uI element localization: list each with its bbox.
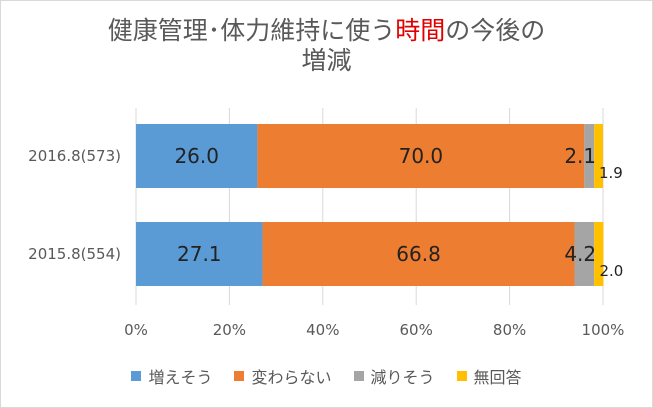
legend-label: 変わらない bbox=[251, 368, 332, 387]
title-text-1: 健康管理･体力維持に使う bbox=[107, 16, 396, 45]
legend-item-increase: 増えそう bbox=[131, 364, 212, 388]
data-label: 1.9 bbox=[599, 164, 623, 182]
title-text-3: 増減 bbox=[301, 46, 352, 75]
x-tick-label: 60% bbox=[400, 321, 433, 339]
data-label: 4.2 bbox=[564, 242, 596, 266]
category-label: 2016.8(573) bbox=[28, 147, 121, 165]
legend-item-unchanged: 変わらない bbox=[234, 364, 332, 388]
bar-segment bbox=[584, 124, 595, 188]
legend-swatch bbox=[353, 371, 364, 381]
data-label: 66.8 bbox=[396, 242, 441, 266]
data-label: 70.0 bbox=[399, 144, 444, 168]
chart-title: 健康管理･体力維持に使う時間の今後の 増減 bbox=[0, 16, 653, 76]
bar-segment bbox=[594, 222, 604, 286]
x-tick-label: 100% bbox=[582, 321, 625, 339]
legend-item-decrease: 減りそう bbox=[353, 364, 435, 388]
data-label: 2.1 bbox=[564, 144, 596, 168]
legend-swatch bbox=[131, 371, 142, 381]
x-tick-label: 20% bbox=[213, 321, 246, 339]
legend-label: 増えそう bbox=[148, 368, 213, 387]
category-label: 2015.8(554) bbox=[28, 245, 121, 263]
x-tick-label: 80% bbox=[493, 321, 526, 339]
title-highlight: 時間 bbox=[395, 16, 446, 45]
legend-item-no-answer: 無回答 bbox=[456, 364, 522, 388]
legend-swatch bbox=[234, 371, 245, 381]
x-tick-label: 40% bbox=[306, 321, 339, 339]
bar-segment bbox=[262, 222, 575, 286]
legend: 増えそう 変わらない 減りそう 無回答 bbox=[0, 364, 653, 388]
bar-segment bbox=[136, 222, 263, 286]
bar-segment bbox=[257, 124, 585, 188]
data-label: 26.0 bbox=[174, 144, 219, 168]
bar-segment bbox=[594, 124, 603, 188]
bar-segment bbox=[136, 124, 258, 188]
bar-segment bbox=[574, 222, 595, 286]
data-label: 27.1 bbox=[177, 242, 222, 266]
x-tick-label: 0% bbox=[124, 321, 148, 339]
legend-swatch bbox=[456, 371, 467, 381]
legend-label: 無回答 bbox=[473, 368, 522, 387]
title-text-2: の今後の bbox=[445, 16, 546, 45]
data-label: 2.0 bbox=[599, 262, 623, 280]
legend-label: 減りそう bbox=[370, 368, 435, 387]
